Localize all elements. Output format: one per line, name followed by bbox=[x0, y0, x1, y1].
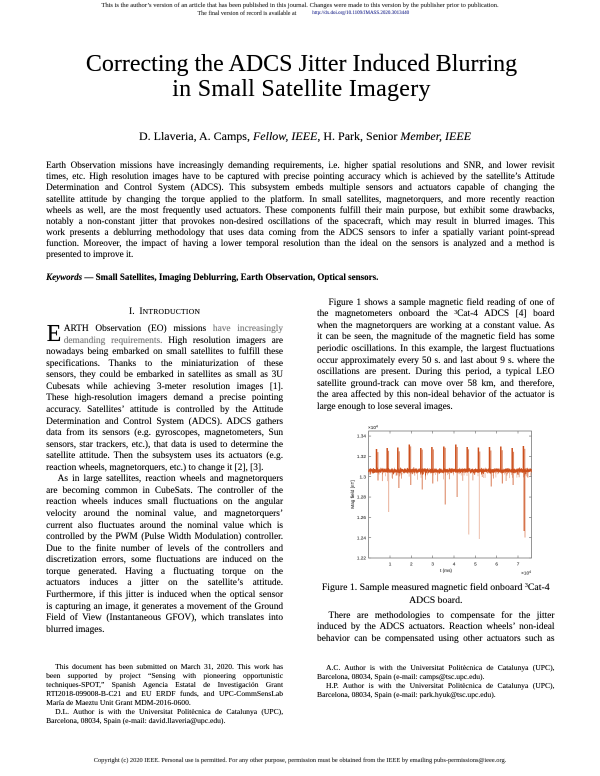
svg-text:6: 6 bbox=[495, 562, 498, 567]
svg-text:1.3: 1.3 bbox=[359, 474, 366, 479]
svg-text:1.24: 1.24 bbox=[357, 535, 367, 540]
svg-text:1.28: 1.28 bbox=[357, 495, 367, 500]
svg-text:4: 4 bbox=[453, 562, 456, 567]
svg-text:t (ms): t (ms) bbox=[440, 568, 452, 573]
svg-text:2: 2 bbox=[410, 562, 413, 567]
svg-text:×104: ×104 bbox=[521, 570, 531, 576]
svg-text:1.26: 1.26 bbox=[357, 515, 367, 520]
svg-text:1.22: 1.22 bbox=[357, 556, 367, 561]
svg-text:1.34: 1.34 bbox=[357, 434, 367, 439]
svg-text:1: 1 bbox=[389, 562, 392, 567]
svg-text:5: 5 bbox=[474, 562, 477, 567]
svg-text:Mag field [nT]: Mag field [nT] bbox=[350, 480, 355, 508]
svg-text:1.32: 1.32 bbox=[357, 454, 367, 459]
svg-text:3: 3 bbox=[431, 562, 434, 567]
svg-text:7: 7 bbox=[517, 562, 520, 567]
svg-text:×104: ×104 bbox=[368, 425, 378, 431]
